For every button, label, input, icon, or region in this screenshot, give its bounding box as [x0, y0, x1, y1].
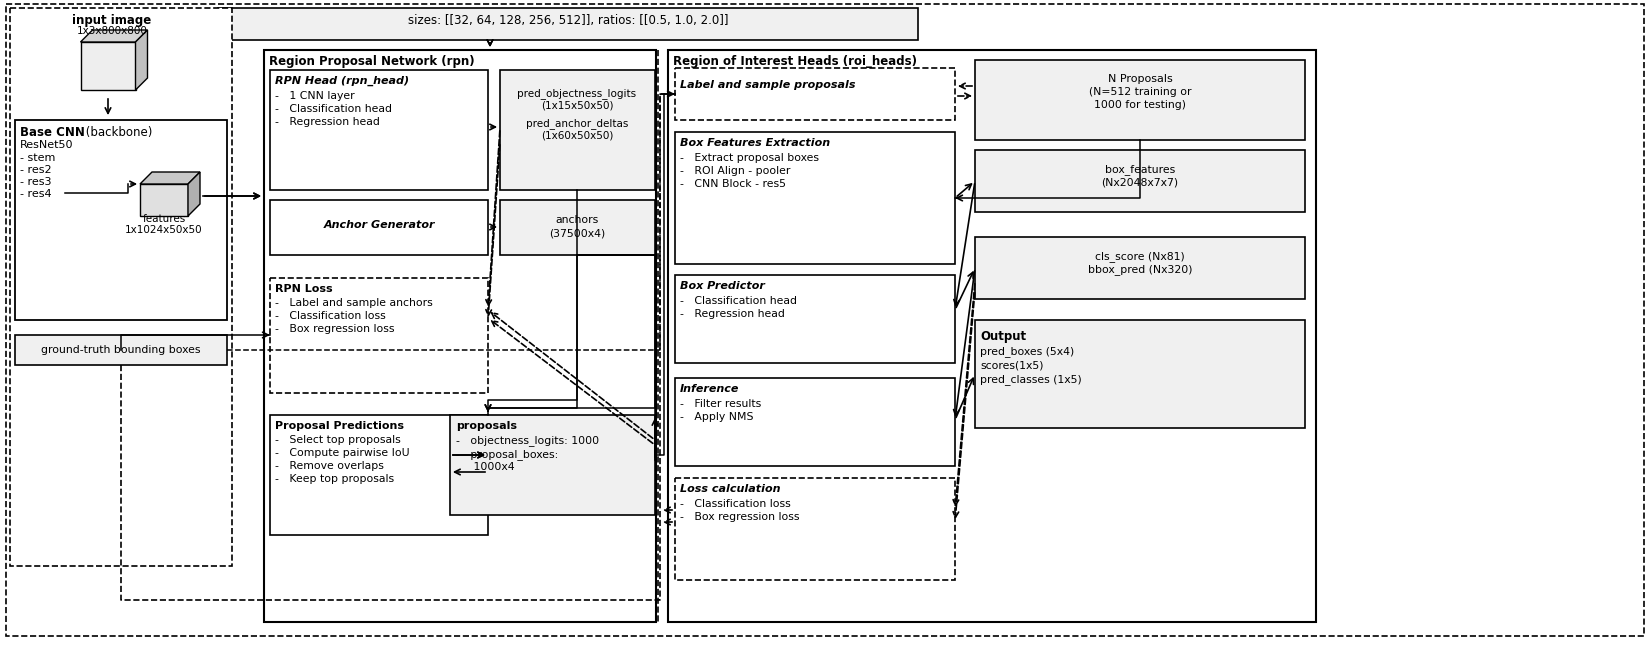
- Bar: [264, 50, 657, 622]
- Text: (N=512 training or: (N=512 training or: [1089, 87, 1191, 97]
- Text: pred_anchor_deltas: pred_anchor_deltas: [526, 118, 629, 129]
- Text: (37500x4): (37500x4): [549, 228, 606, 238]
- Bar: [668, 50, 1317, 622]
- Text: -   Classification loss: - Classification loss: [680, 499, 790, 509]
- Text: Inference: Inference: [680, 384, 739, 394]
- Bar: [675, 275, 955, 363]
- Bar: [500, 70, 655, 190]
- Text: 1x3x800x800: 1x3x800x800: [76, 26, 147, 36]
- Bar: [675, 132, 955, 264]
- Text: cls_score (Nx81): cls_score (Nx81): [1096, 251, 1185, 262]
- Text: 1x1024x50x50: 1x1024x50x50: [125, 225, 203, 235]
- Text: (backbone): (backbone): [82, 126, 152, 139]
- Text: -   Apply NMS: - Apply NMS: [680, 412, 754, 422]
- Bar: [975, 320, 1305, 428]
- Text: Proposal Predictions: Proposal Predictions: [276, 421, 404, 431]
- Text: -   Compute pairwise IoU: - Compute pairwise IoU: [276, 448, 409, 458]
- Polygon shape: [135, 30, 147, 90]
- Text: RPN Loss: RPN Loss: [276, 284, 333, 294]
- Text: N Proposals: N Proposals: [1107, 74, 1173, 84]
- Bar: [975, 237, 1305, 299]
- Text: 1000 for testing): 1000 for testing): [1094, 100, 1186, 110]
- Text: -   Label and sample anchors: - Label and sample anchors: [276, 298, 432, 308]
- Text: Base CNN: Base CNN: [20, 126, 84, 139]
- Text: -   Box regression loss: - Box regression loss: [680, 512, 800, 522]
- Text: sizes: [[32, 64, 128, 256, 512]], ratios: [[0.5, 1.0, 2.0]]: sizes: [[32, 64, 128, 256, 512]], ratios…: [408, 14, 728, 27]
- Text: anchors: anchors: [556, 215, 599, 225]
- Bar: [500, 200, 655, 255]
- Text: ground-truth bounding boxes: ground-truth bounding boxes: [41, 345, 201, 355]
- Bar: [15, 335, 228, 365]
- Text: -   Filter results: - Filter results: [680, 399, 761, 409]
- Text: - res4: - res4: [20, 189, 51, 199]
- Text: Output: Output: [980, 330, 1026, 343]
- Bar: [271, 278, 488, 393]
- Text: features: features: [142, 214, 185, 224]
- Text: Anchor Generator: Anchor Generator: [323, 220, 434, 230]
- Polygon shape: [81, 30, 147, 42]
- Text: -   Select top proposals: - Select top proposals: [276, 435, 401, 445]
- Text: pred_classes (1x5): pred_classes (1x5): [980, 374, 1082, 385]
- Bar: [271, 415, 488, 535]
- Text: - res3: - res3: [20, 177, 51, 187]
- Bar: [10, 8, 233, 566]
- Text: Box Features Extraction: Box Features Extraction: [680, 138, 830, 148]
- Bar: [675, 378, 955, 466]
- Text: -   Extract proposal boxes: - Extract proposal boxes: [680, 153, 818, 163]
- Bar: [15, 120, 228, 320]
- Text: -   Regression head: - Regression head: [680, 309, 785, 319]
- Text: scores(1x5): scores(1x5): [980, 360, 1043, 370]
- Text: Region Proposal Network (rpn): Region Proposal Network (rpn): [269, 55, 475, 68]
- Text: -   Classification head: - Classification head: [680, 296, 797, 306]
- Polygon shape: [140, 184, 188, 216]
- Text: 1000x4: 1000x4: [455, 462, 515, 472]
- Bar: [218, 8, 917, 40]
- Polygon shape: [140, 172, 200, 184]
- Text: ResNet50: ResNet50: [20, 140, 74, 150]
- Polygon shape: [81, 42, 135, 90]
- Text: -   CNN Block - res5: - CNN Block - res5: [680, 179, 785, 189]
- Text: bbox_pred (Nx320): bbox_pred (Nx320): [1087, 264, 1193, 275]
- Text: -   Remove overlaps: - Remove overlaps: [276, 461, 384, 471]
- Text: box_features: box_features: [1106, 164, 1175, 175]
- Text: -   1 CNN layer: - 1 CNN layer: [276, 91, 355, 101]
- Text: proposals: proposals: [455, 421, 516, 431]
- Text: -   Regression head: - Regression head: [276, 117, 380, 127]
- Bar: [271, 200, 488, 255]
- Text: -   Classification head: - Classification head: [276, 104, 393, 114]
- Bar: [271, 70, 488, 190]
- Text: (Nx2048x7x7): (Nx2048x7x7): [1102, 177, 1178, 187]
- Text: -   Classification loss: - Classification loss: [276, 311, 386, 321]
- Text: RPN Head (rpn_head): RPN Head (rpn_head): [276, 76, 409, 87]
- Bar: [450, 415, 655, 515]
- Polygon shape: [188, 172, 200, 216]
- Text: (1x15x50x50): (1x15x50x50): [541, 100, 614, 110]
- Text: -   objectness_logits: 1000: - objectness_logits: 1000: [455, 435, 599, 446]
- Bar: [675, 68, 955, 120]
- Text: - res2: - res2: [20, 165, 51, 175]
- Text: Loss calculation: Loss calculation: [680, 484, 780, 494]
- Bar: [975, 150, 1305, 212]
- Text: input image: input image: [73, 14, 152, 27]
- Bar: [975, 60, 1305, 140]
- Text: - stem: - stem: [20, 153, 56, 163]
- Text: pred_objectness_logits: pred_objectness_logits: [518, 88, 637, 99]
- Text: -   Keep top proposals: - Keep top proposals: [276, 474, 394, 484]
- Text: (1x60x50x50): (1x60x50x50): [541, 130, 614, 140]
- Text: -   proposal_boxes:: - proposal_boxes:: [455, 449, 558, 460]
- Text: pred_boxes (5x4): pred_boxes (5x4): [980, 346, 1074, 357]
- Text: Region of Interest Heads (roi_heads): Region of Interest Heads (roi_heads): [673, 55, 917, 68]
- Text: Box Predictor: Box Predictor: [680, 281, 766, 291]
- Text: Label and sample proposals: Label and sample proposals: [680, 80, 855, 90]
- Text: -   ROI Align - pooler: - ROI Align - pooler: [680, 166, 790, 176]
- Text: -   Box regression loss: - Box regression loss: [276, 324, 394, 334]
- Bar: [675, 478, 955, 580]
